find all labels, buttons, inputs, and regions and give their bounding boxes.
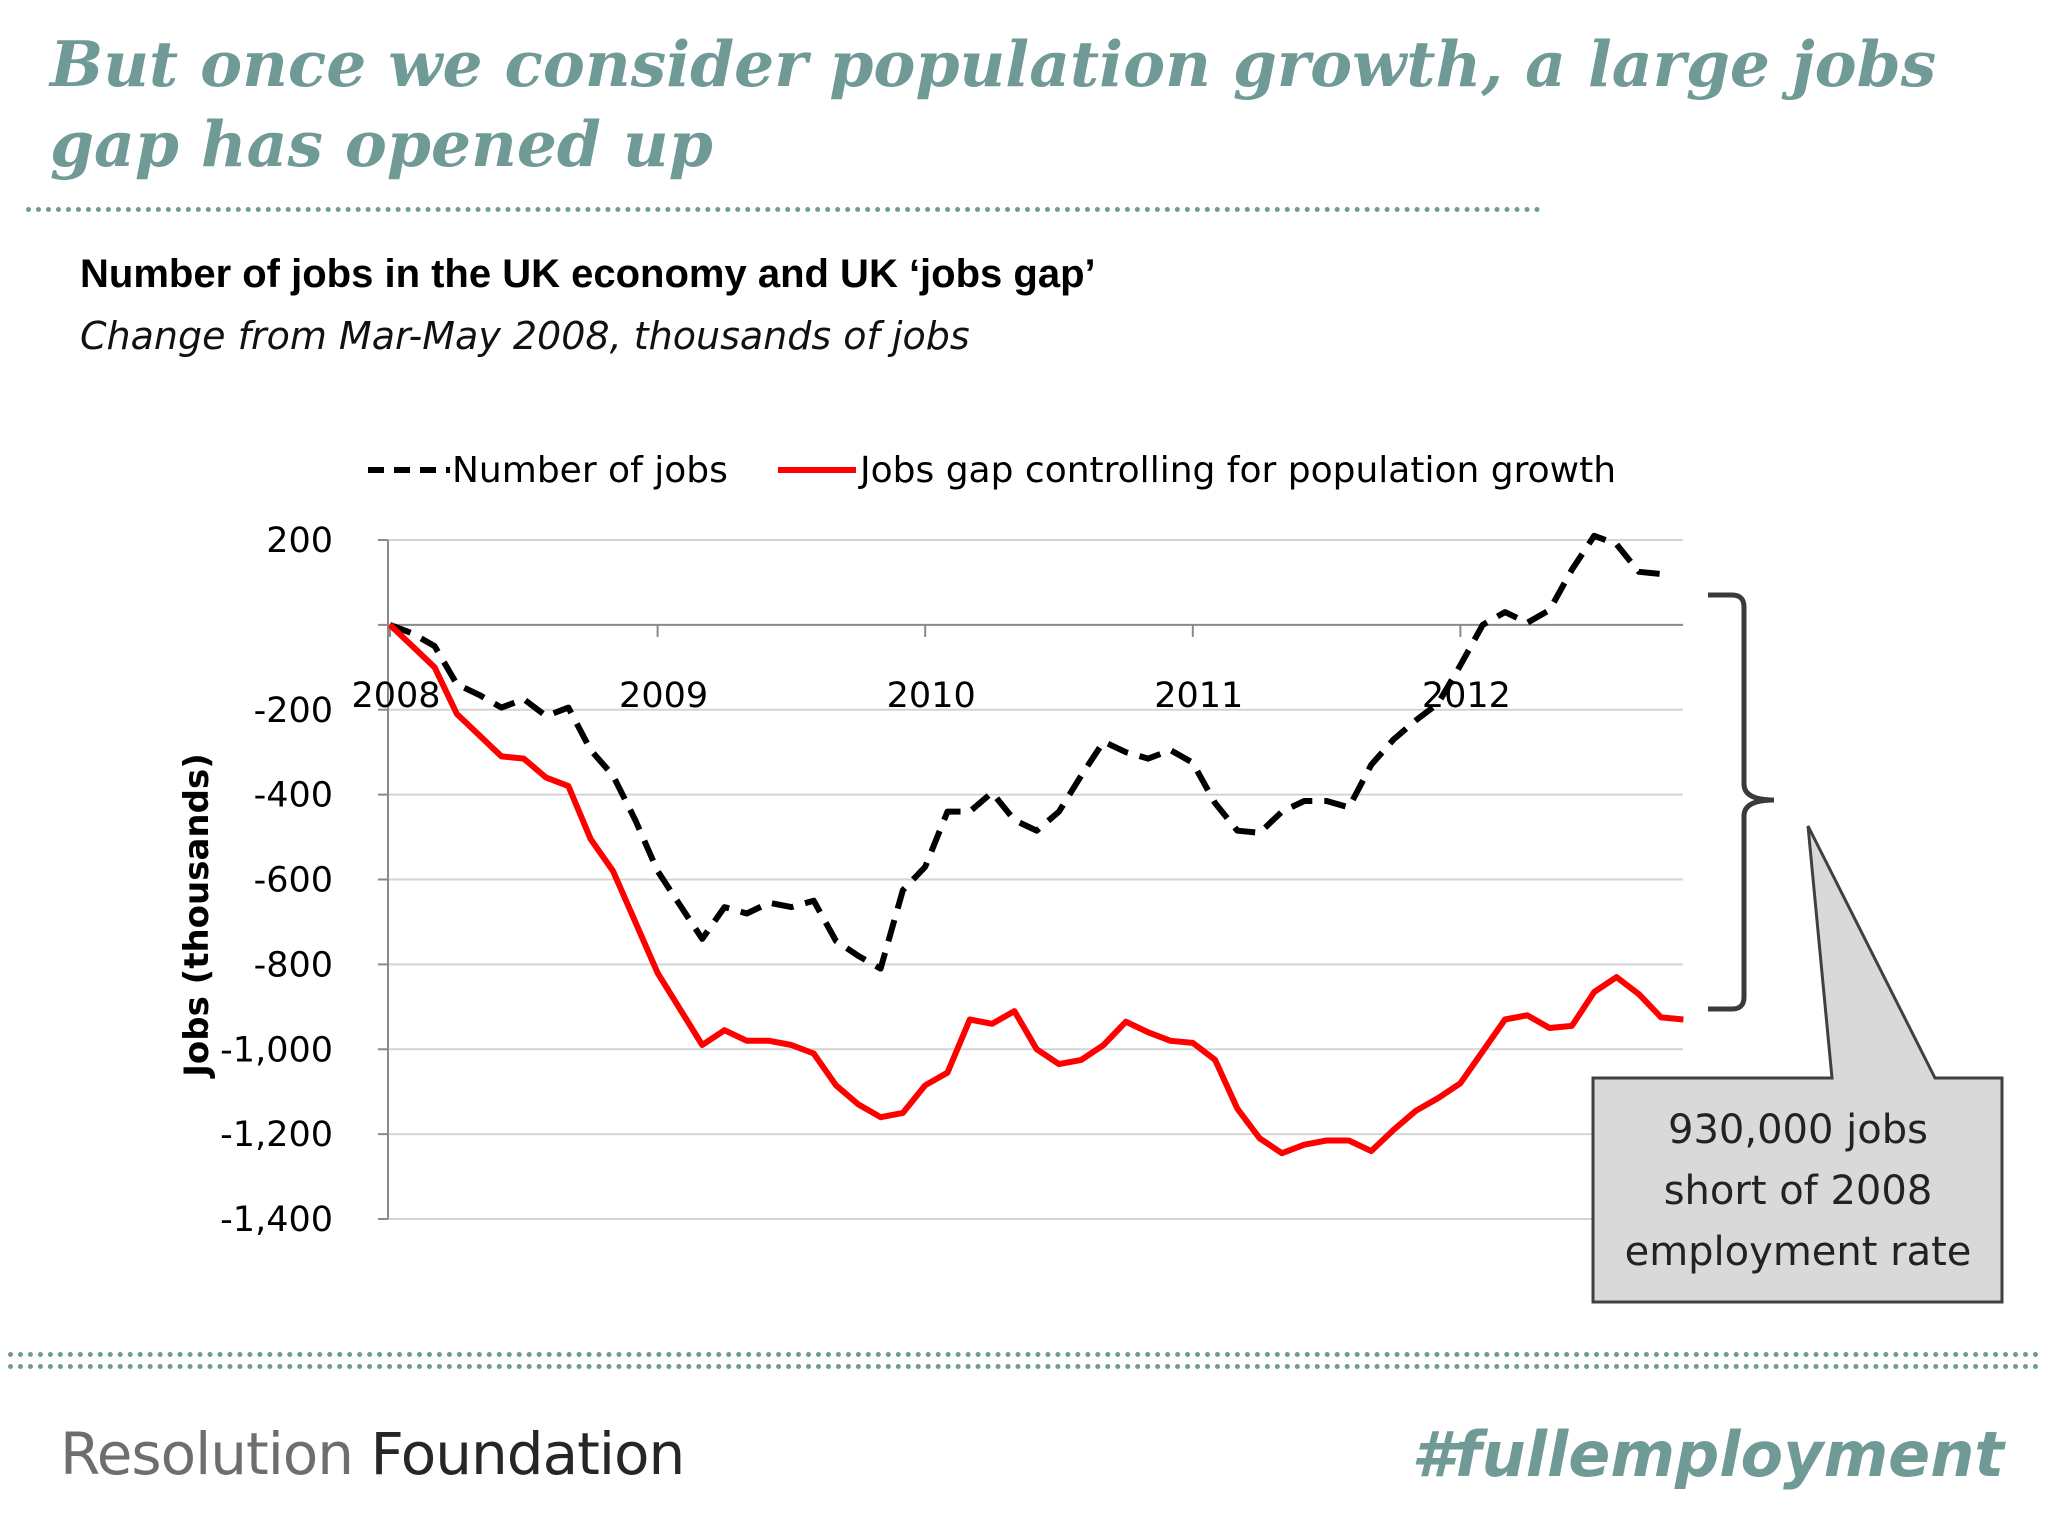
series-lines	[387, 532, 1684, 1157]
top-dotted-divider	[26, 207, 1541, 212]
legend-label-jobs-gap: Jobs gap controlling for population grow…	[858, 450, 1616, 491]
y-tick-label-4: -600	[254, 861, 333, 901]
legend-label-number-of-jobs: Number of jobs	[452, 450, 728, 491]
chart-title: Number of jobs in the UK economy and UK …	[80, 252, 1096, 296]
y-tick-label-3: -400	[254, 776, 333, 816]
series-line-number-of-jobs	[388, 532, 1662, 972]
y-tick-label-2: -200	[254, 691, 333, 731]
x-tick-label-4: 2012	[1422, 676, 1511, 716]
series-line-jobs-gap	[387, 622, 1684, 1157]
x-tick-label-2: 2010	[887, 676, 976, 716]
logo-word-foundation: Foundation	[370, 1420, 686, 1488]
x-tick-labels: 2008 2009 2010 2011 2012	[351, 624, 1511, 716]
y-tick-label-7: -1,200	[220, 1115, 333, 1155]
x-tick-label-3: 2011	[1154, 676, 1243, 716]
y-tick-labels: 200 -200 -400 -600 -800 -1,000 -1,200 -1,400	[220, 521, 333, 1240]
axes	[387, 540, 1683, 1219]
bottom-dotted-divider-1	[8, 1352, 2040, 1357]
callout-line-2: short of 2008	[1664, 1168, 1933, 1214]
resolution-foundation-logo: Resolution Foundation	[60, 1420, 686, 1488]
callout-line-1: 930,000 jobs	[1668, 1107, 1928, 1153]
callout-box	[1591, 825, 2004, 1304]
x-tick-label-1: 2009	[619, 676, 708, 716]
x-tick-label-0: 2008	[351, 676, 440, 716]
callout-line-3: employment rate	[1625, 1229, 1972, 1275]
slide-headline: But once we consider population growth, …	[50, 27, 1937, 181]
bottom-dotted-divider-2	[8, 1364, 2040, 1369]
y-tick-label-8: -1,400	[220, 1200, 333, 1240]
annotation-callout: 930,000 jobs short of 2008 employment ra…	[1591, 825, 2004, 1304]
chart-subtitle: Change from Mar-May 2008, thousands of j…	[80, 314, 970, 358]
logo-word-resolution: Resolution	[60, 1420, 354, 1488]
y-tick-label-5: -800	[254, 945, 333, 985]
gridlines	[378, 539, 1683, 1220]
legend: Number of jobs Jobs gap controlling for …	[368, 450, 1616, 491]
gap-bracket	[1708, 592, 1775, 1012]
y-tick-label-6: -1,000	[220, 1030, 333, 1070]
y-tick-label-0: 200	[266, 521, 333, 561]
y-axis-label: Jobs (thousands)	[177, 753, 217, 1078]
footer-hashtag: #fullemployment	[1411, 1418, 2004, 1491]
